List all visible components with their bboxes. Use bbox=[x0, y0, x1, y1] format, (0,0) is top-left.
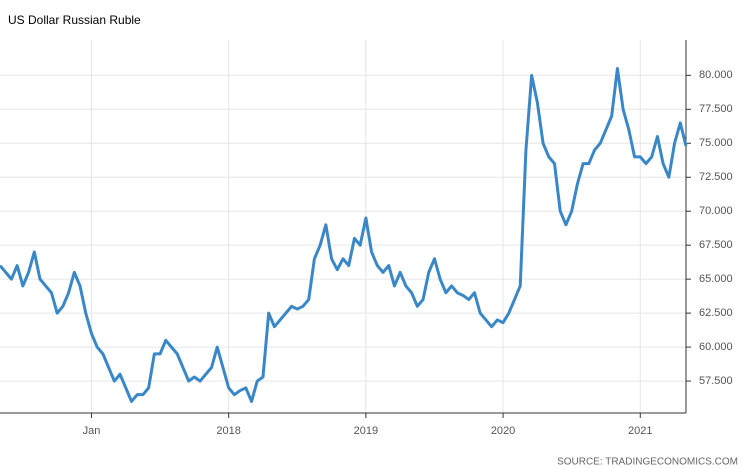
y-tick-label: 77.500 bbox=[699, 103, 733, 115]
y-tick-label: 72.500 bbox=[699, 171, 733, 183]
chart-title: US Dollar Russian Ruble bbox=[8, 13, 141, 27]
y-tick-label: 80.000 bbox=[699, 69, 733, 81]
y-tick-label: 57.500 bbox=[699, 375, 733, 387]
y-tick-label: 67.500 bbox=[699, 239, 733, 251]
y-tick-label: 62.500 bbox=[699, 307, 733, 319]
x-tick-label: 2018 bbox=[216, 425, 240, 437]
y-tick-label: 65.000 bbox=[699, 273, 733, 285]
y-tick-label: 75.000 bbox=[699, 137, 733, 149]
line-series bbox=[0, 67, 688, 403]
x-tick-label: 2019 bbox=[354, 425, 378, 437]
x-tick-label: 2020 bbox=[491, 425, 515, 437]
y-tick-label: 70.000 bbox=[699, 205, 733, 217]
y-tick-label: 60.000 bbox=[699, 341, 733, 353]
x-tick-label: 2021 bbox=[628, 425, 652, 437]
source: SOURCE: TRADINGECONOMICS.COM bbox=[557, 457, 738, 468]
x-tick-label: Jan bbox=[83, 425, 101, 437]
